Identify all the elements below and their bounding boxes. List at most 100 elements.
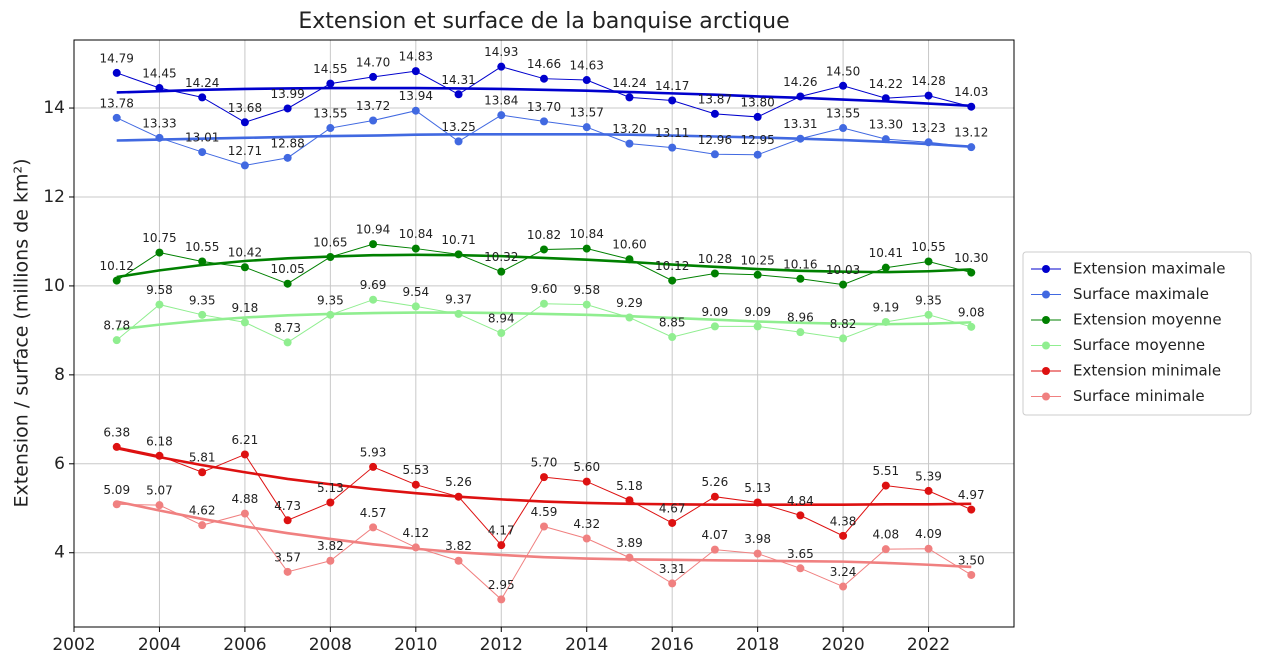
data-point [240, 450, 249, 459]
data-label: 8.96 [787, 311, 814, 325]
data-label: 9.18 [232, 301, 259, 315]
data-point [497, 595, 506, 604]
data-point [112, 276, 121, 285]
data-point [796, 92, 805, 101]
data-label: 9.09 [744, 305, 771, 319]
data-point [625, 93, 634, 102]
data-point [796, 511, 805, 520]
data-point [924, 544, 933, 553]
data-label: 10.71 [441, 233, 475, 247]
data-label: 9.69 [360, 278, 387, 292]
data-label: 4.08 [872, 528, 899, 542]
data-label: 10.84 [570, 227, 604, 241]
data-point [540, 522, 548, 531]
x-tick-label: 2018 [736, 635, 779, 655]
data-label: 10.12 [655, 259, 689, 273]
data-label: 6.21 [232, 433, 259, 447]
data-label: 14.03 [954, 85, 988, 99]
data-label: 5.09 [103, 483, 130, 497]
data-point [283, 567, 292, 576]
data-label: 3.82 [317, 539, 344, 553]
data-label: 13.55 [313, 107, 347, 121]
data-label: 14.28 [911, 74, 945, 88]
data-label: 10.03 [826, 263, 860, 277]
data-point [924, 310, 933, 319]
data-point [540, 473, 548, 482]
data-label: 13.55 [826, 107, 860, 121]
trend-line [116, 311, 972, 331]
data-label: 9.35 [915, 293, 942, 307]
data-label: 4.97 [958, 488, 985, 502]
data-label: 14.83 [399, 50, 433, 64]
data-label: 13.30 [869, 118, 903, 132]
data-label: 13.99 [270, 87, 304, 101]
data-label: 8.78 [103, 319, 130, 333]
data-label: 8.82 [830, 317, 857, 331]
data-label: 14.24 [612, 76, 646, 90]
data-point [155, 451, 164, 460]
data-point [283, 338, 292, 347]
data-label: 13.94 [399, 89, 433, 103]
data-label: 13.11 [655, 126, 689, 140]
data-point [411, 106, 420, 115]
data-label: 5.13 [317, 481, 344, 495]
data-point [924, 257, 933, 266]
data-label: 13.01 [185, 131, 219, 145]
data-label: 3.24 [830, 565, 857, 579]
x-tick-label: 2006 [223, 635, 266, 655]
data-label: 4.38 [830, 514, 857, 528]
data-point [155, 300, 164, 309]
data-point [710, 545, 719, 554]
data-label: 14.26 [783, 75, 817, 89]
data-label: 13.33 [142, 116, 176, 130]
data-label: 14.55 [313, 62, 347, 76]
data-label: 4.73 [274, 499, 301, 513]
x-tick-label: 2020 [821, 635, 864, 655]
data-label: 14.93 [484, 45, 518, 59]
data-point [326, 253, 335, 262]
data-point [839, 124, 848, 133]
data-label: 8.73 [274, 321, 301, 335]
chart-title: Extension et surface de la banquise arct… [298, 9, 789, 34]
data-label: 8.85 [659, 316, 686, 330]
data-label: 10.82 [527, 228, 561, 242]
data-point [240, 263, 249, 272]
data-point [155, 133, 164, 142]
data-point [582, 300, 591, 309]
data-label: 9.60 [531, 282, 558, 296]
data-point [668, 143, 677, 152]
data-label: 5.81 [189, 451, 216, 465]
y-tick-label: 8 [54, 365, 65, 385]
data-point [710, 269, 719, 278]
data-point [411, 480, 420, 489]
x-tick-label: 2016 [651, 635, 694, 655]
data-point [240, 161, 249, 170]
data-point [240, 118, 249, 127]
data-point [582, 76, 591, 85]
data-label: 10.05 [270, 262, 304, 276]
data-label: 5.13 [744, 481, 771, 495]
data-point [881, 135, 890, 144]
x-tick-label: 2022 [907, 635, 950, 655]
data-point [839, 280, 848, 289]
data-label: 5.51 [872, 464, 899, 478]
data-label: 4.12 [402, 526, 429, 540]
data-point [625, 496, 634, 505]
legend-marker [1042, 290, 1050, 299]
data-point [369, 72, 378, 81]
data-label: 14.50 [826, 64, 860, 78]
legend-label: Surface minimale [1073, 387, 1205, 405]
data-point [924, 91, 933, 100]
data-label: 4.88 [232, 492, 259, 506]
data-point [625, 313, 634, 322]
data-point [796, 274, 805, 283]
x-tick-label: 2010 [394, 635, 437, 655]
trend-line [116, 86, 972, 108]
data-label: 4.57 [360, 506, 387, 520]
data-label: 5.60 [573, 460, 600, 474]
data-label: 10.84 [399, 227, 433, 241]
data-label: 12.71 [228, 144, 262, 158]
data-label: 9.37 [445, 292, 472, 306]
x-tick-label: 2002 [52, 635, 95, 655]
